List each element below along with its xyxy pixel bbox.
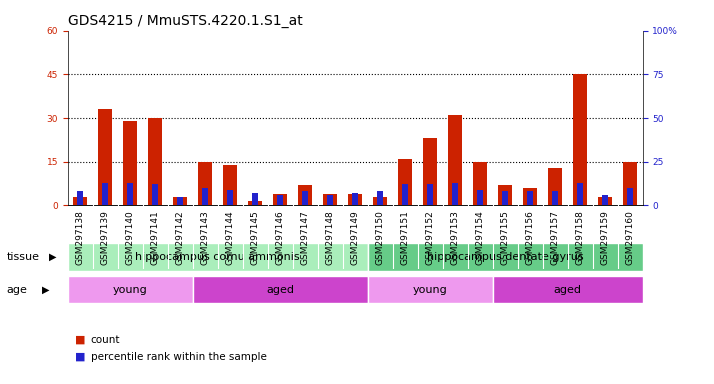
Text: GSM297148: GSM297148 bbox=[326, 210, 335, 265]
Bar bbox=[498, 185, 512, 205]
Text: GSM297155: GSM297155 bbox=[501, 210, 510, 265]
Bar bbox=[302, 192, 308, 205]
Text: GSM297138: GSM297138 bbox=[76, 210, 85, 265]
Bar bbox=[398, 159, 412, 205]
Text: GSM297140: GSM297140 bbox=[126, 210, 135, 265]
Bar bbox=[327, 195, 333, 205]
Bar bbox=[277, 195, 283, 205]
Bar bbox=[423, 139, 437, 205]
Bar bbox=[552, 192, 558, 205]
Bar bbox=[502, 192, 508, 205]
Bar bbox=[598, 197, 612, 205]
Bar bbox=[202, 188, 208, 205]
Bar bbox=[227, 190, 233, 205]
Text: GSM297153: GSM297153 bbox=[451, 210, 460, 265]
Bar bbox=[177, 197, 183, 205]
Text: ▶: ▶ bbox=[42, 285, 50, 295]
Bar bbox=[68, 276, 193, 303]
Text: GSM297152: GSM297152 bbox=[426, 210, 435, 265]
Text: GSM297151: GSM297151 bbox=[401, 210, 410, 265]
Text: hippocampus dentate gyrus: hippocampus dentate gyrus bbox=[427, 252, 583, 262]
Bar bbox=[368, 243, 643, 271]
Bar bbox=[527, 192, 533, 205]
Text: aged: aged bbox=[266, 285, 294, 295]
Bar bbox=[573, 74, 587, 205]
Bar bbox=[623, 162, 637, 205]
Text: hippocampus cornu ammonis: hippocampus cornu ammonis bbox=[136, 252, 300, 262]
Bar bbox=[124, 121, 137, 205]
Text: GSM297150: GSM297150 bbox=[376, 210, 385, 265]
Bar bbox=[523, 188, 537, 205]
Bar bbox=[152, 184, 159, 205]
Bar bbox=[377, 192, 383, 205]
Bar bbox=[473, 162, 487, 205]
Text: GSM297160: GSM297160 bbox=[625, 210, 635, 265]
Bar bbox=[149, 118, 162, 205]
Text: percentile rank within the sample: percentile rank within the sample bbox=[91, 352, 266, 362]
Bar bbox=[273, 194, 287, 205]
Bar bbox=[493, 276, 643, 303]
Text: age: age bbox=[6, 285, 27, 295]
Bar bbox=[99, 109, 112, 205]
Bar bbox=[448, 115, 462, 205]
Text: ■: ■ bbox=[75, 335, 86, 345]
Text: young: young bbox=[113, 285, 148, 295]
Text: GSM297139: GSM297139 bbox=[101, 210, 110, 265]
Text: ■: ■ bbox=[75, 352, 86, 362]
Bar bbox=[577, 183, 583, 205]
Text: GSM297142: GSM297142 bbox=[176, 210, 185, 265]
Text: GSM297159: GSM297159 bbox=[600, 210, 610, 265]
Bar bbox=[102, 183, 109, 205]
Bar bbox=[252, 193, 258, 205]
Text: young: young bbox=[413, 285, 448, 295]
Bar bbox=[373, 197, 387, 205]
Bar bbox=[348, 194, 362, 205]
Text: GSM297144: GSM297144 bbox=[226, 210, 235, 265]
Text: GSM297147: GSM297147 bbox=[301, 210, 310, 265]
Bar bbox=[193, 276, 368, 303]
Text: ▶: ▶ bbox=[49, 252, 57, 262]
Text: GSM297149: GSM297149 bbox=[351, 210, 360, 265]
Text: GDS4215 / MmuSTS.4220.1.S1_at: GDS4215 / MmuSTS.4220.1.S1_at bbox=[68, 14, 303, 28]
Text: GSM297145: GSM297145 bbox=[251, 210, 260, 265]
Bar bbox=[477, 190, 483, 205]
Bar bbox=[223, 165, 237, 205]
Bar bbox=[548, 167, 562, 205]
Text: GSM297154: GSM297154 bbox=[476, 210, 485, 265]
Bar bbox=[323, 194, 337, 205]
Bar bbox=[352, 193, 358, 205]
Bar bbox=[77, 192, 84, 205]
Bar bbox=[248, 201, 262, 205]
Text: GSM297158: GSM297158 bbox=[575, 210, 585, 265]
Text: GSM297156: GSM297156 bbox=[526, 210, 535, 265]
Text: aged: aged bbox=[553, 285, 582, 295]
Text: GSM297146: GSM297146 bbox=[276, 210, 285, 265]
Bar bbox=[298, 185, 312, 205]
Bar bbox=[174, 197, 187, 205]
Text: tissue: tissue bbox=[6, 252, 39, 262]
Text: GSM297143: GSM297143 bbox=[201, 210, 210, 265]
Bar bbox=[127, 183, 134, 205]
Bar bbox=[452, 183, 458, 205]
Bar bbox=[68, 243, 368, 271]
Text: count: count bbox=[91, 335, 120, 345]
Bar bbox=[74, 197, 87, 205]
Bar bbox=[368, 276, 493, 303]
Bar bbox=[402, 184, 408, 205]
Bar bbox=[627, 188, 633, 205]
Bar bbox=[427, 184, 433, 205]
Text: GSM297141: GSM297141 bbox=[151, 210, 160, 265]
Bar bbox=[602, 195, 608, 205]
Text: GSM297157: GSM297157 bbox=[550, 210, 560, 265]
Bar bbox=[198, 162, 212, 205]
